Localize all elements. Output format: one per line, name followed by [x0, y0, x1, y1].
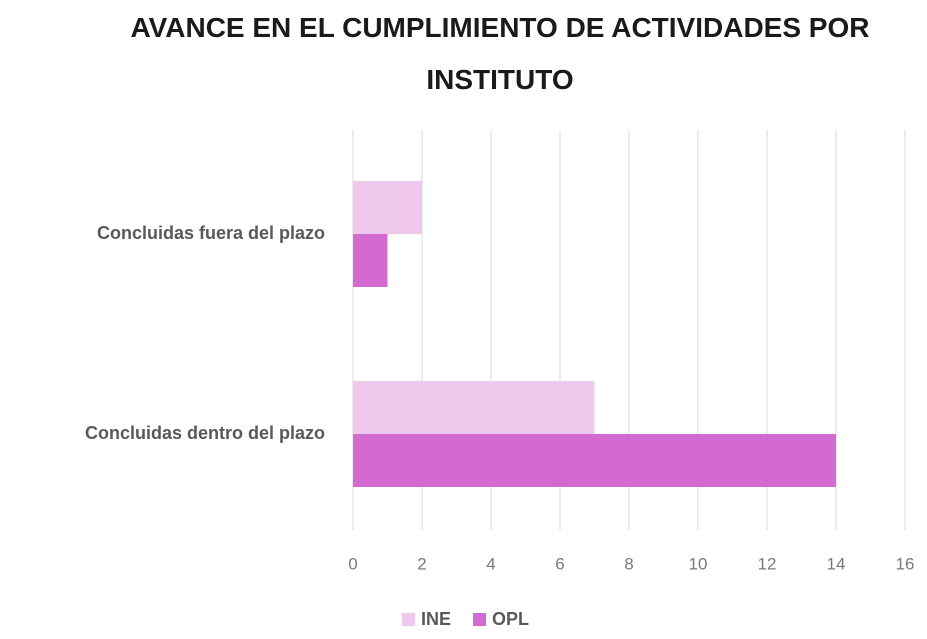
legend-swatch [402, 613, 415, 626]
bar [353, 234, 388, 287]
legend-swatch [473, 613, 487, 626]
chart-title: AVANCE EN EL CUMPLIMIENTO DE ACTIVIDADES… [130, 12, 870, 95]
bar [353, 181, 422, 234]
x-tick-label: 10 [689, 554, 708, 573]
legend-label: INE [421, 609, 451, 629]
bar [353, 381, 595, 434]
bar [353, 434, 836, 487]
legend-label: OPL [492, 609, 529, 629]
x-tick-label: 6 [555, 554, 564, 573]
x-tick-label: 0 [348, 554, 357, 573]
y-tick-label: Concluidas fuera del plazo [97, 223, 325, 243]
x-tick-label: 12 [758, 554, 777, 573]
x-tick-label: 14 [827, 554, 846, 573]
y-tick-label: Concluidas dentro del plazo [85, 423, 325, 443]
x-tick-label: 2 [417, 554, 426, 573]
x-tick-label: 4 [486, 554, 495, 573]
x-tick-label: 8 [624, 554, 633, 573]
x-tick-label: 16 [896, 554, 915, 573]
